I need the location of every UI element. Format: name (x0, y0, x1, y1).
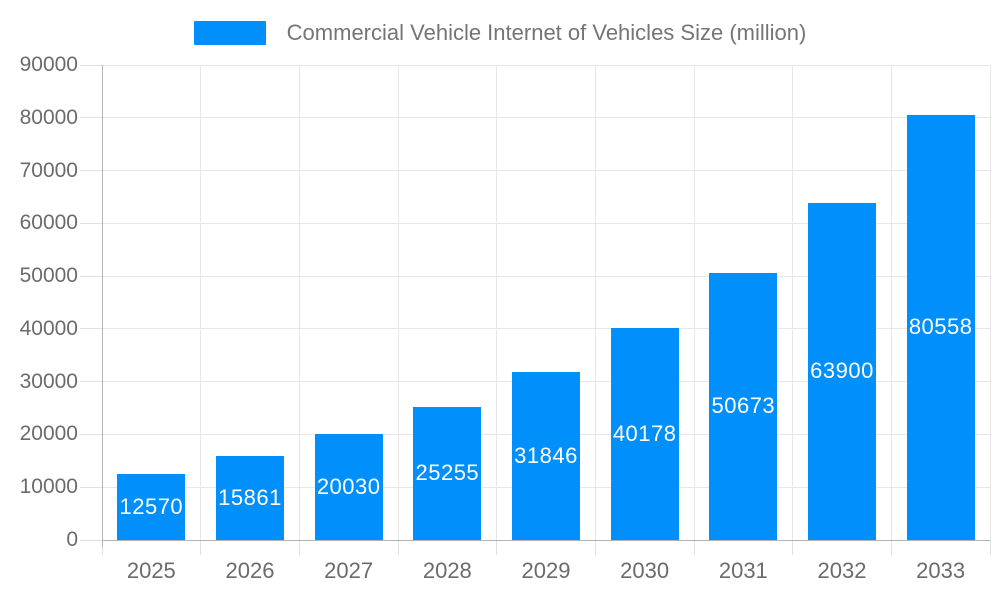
x-axis-tick-label: 2028 (422, 558, 472, 583)
x-axis-tick (496, 540, 498, 555)
x-axis-tick (792, 540, 794, 555)
y-axis-tick (80, 222, 102, 224)
h-gridline (102, 170, 990, 172)
bar-2032[interactable]: 63900 (808, 202, 876, 540)
v-gridline (693, 65, 695, 540)
bar-value-label: 20030 (316, 474, 381, 500)
h-gridline (102, 328, 990, 330)
x-axis-tick-label: 2029 (521, 558, 571, 583)
v-gridline (200, 65, 202, 540)
legend-series-label: Commercial Vehicle Internet of Vehicles … (286, 20, 807, 45)
bar-value-label: 25255 (415, 460, 480, 486)
h-gridline (102, 222, 990, 224)
bar-2025[interactable]: 12570 (117, 473, 186, 540)
x-axis-tick-label: 2031 (718, 558, 768, 583)
x-axis-tick (989, 540, 991, 555)
x-axis-line (102, 539, 990, 541)
bar-value-label: 50673 (711, 393, 776, 419)
x-axis-tick (594, 540, 596, 555)
y-axis-tick-label: 10000 (19, 475, 78, 499)
bar-value-label: 80558 (908, 314, 973, 340)
y-axis-tick-label: 80000 (19, 105, 78, 129)
bar-value-label: 40178 (612, 420, 677, 446)
legend-swatch-icon (193, 21, 266, 45)
h-gridline (102, 275, 990, 277)
bar-value-label: 63900 (810, 358, 874, 384)
y-axis-tick (80, 433, 102, 435)
bar-2031[interactable]: 50673 (709, 272, 778, 540)
x-axis-tick (101, 540, 103, 555)
y-axis-tick-label: 60000 (19, 211, 78, 235)
v-gridline (792, 65, 794, 540)
bar-2026[interactable]: 15861 (216, 456, 284, 540)
y-axis-line (101, 65, 103, 547)
bar-value-label: 12570 (119, 493, 184, 519)
bar-2027[interactable]: 20030 (314, 434, 383, 540)
y-axis-tick (80, 539, 102, 541)
h-gridline (102, 117, 990, 119)
y-axis-tick (80, 170, 102, 172)
v-gridline (397, 65, 399, 540)
x-axis-tick (298, 540, 300, 555)
x-axis-tick-label: 2032 (817, 558, 867, 583)
y-axis-tick-label: 0 (66, 528, 78, 551)
x-axis-tick-label: 2025 (126, 558, 176, 583)
v-gridline (890, 65, 892, 540)
y-axis-tick (80, 328, 102, 330)
y-axis-tick-label: 30000 (19, 369, 78, 393)
y-axis-tick-label: 70000 (19, 158, 78, 182)
x-axis-tick-label: 2030 (620, 558, 670, 583)
x-axis-tick (693, 540, 695, 555)
v-gridline (989, 65, 991, 540)
y-axis-tick (80, 486, 102, 488)
bar-value-label: 31846 (514, 442, 578, 468)
x-axis-tick (200, 540, 202, 555)
bar-value-label: 15861 (218, 485, 282, 511)
y-axis-tick (80, 117, 102, 119)
v-gridline (594, 65, 596, 540)
x-axis-tick-label: 2033 (916, 558, 966, 583)
y-axis-tick-label: 40000 (19, 316, 78, 340)
y-axis-tick-label: 90000 (19, 53, 78, 76)
bar-2029[interactable]: 31846 (512, 371, 580, 540)
x-axis-tick (890, 540, 892, 555)
y-axis-tick (80, 381, 102, 383)
bar-2033[interactable]: 80558 (906, 114, 975, 540)
x-axis-tick-label: 2027 (324, 558, 374, 583)
y-axis-tick (80, 275, 102, 277)
y-axis-tick-label: 50000 (19, 264, 78, 288)
h-gridline (102, 64, 990, 66)
chart-legend[interactable]: Commercial Vehicle Internet of Vehicles … (0, 17, 1000, 49)
bar-2028[interactable]: 25255 (413, 406, 482, 540)
v-gridline (298, 65, 300, 540)
y-axis-tick-label: 20000 (19, 422, 78, 446)
bar-2030[interactable]: 40178 (610, 327, 679, 540)
x-axis-tick-label: 2026 (225, 558, 275, 583)
y-axis-tick (80, 64, 102, 66)
x-axis-tick (397, 540, 399, 555)
v-gridline (496, 65, 498, 540)
